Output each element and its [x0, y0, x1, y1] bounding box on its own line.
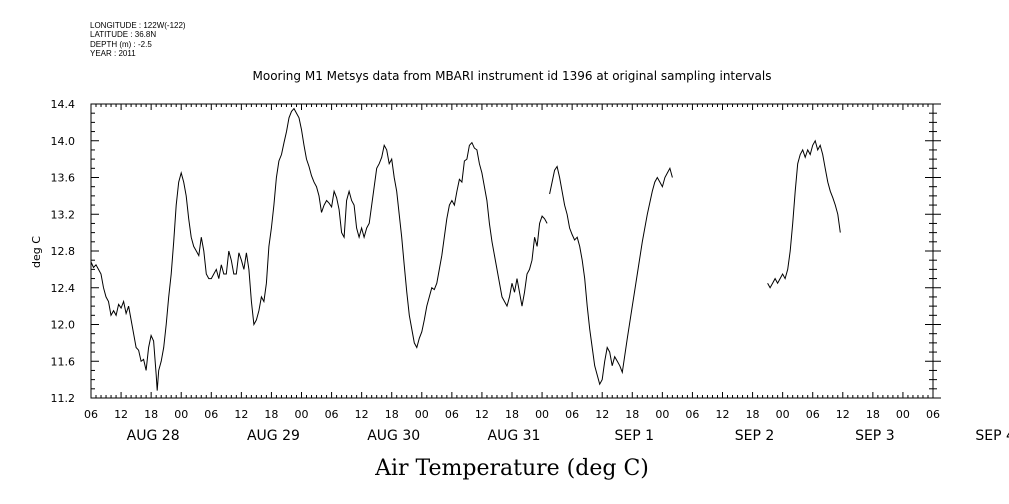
x-tick-label: 00: [896, 408, 910, 421]
x-tick-label: 06: [926, 408, 940, 421]
x-tick-label: 18: [505, 408, 519, 421]
x-day-label: AUG 29: [247, 428, 300, 444]
x-tick-label: 18: [144, 408, 158, 421]
x-tick-label: 12: [716, 408, 730, 421]
x-tick-label: 12: [475, 408, 489, 421]
x-day-label: SEP 4: [975, 428, 1009, 444]
longitude-text: LONGITUDE : 122W(-122): [90, 21, 186, 30]
chart-title: Mooring M1 Metsys data from MBARI instru…: [253, 69, 772, 83]
x-day-label: SEP 3: [855, 428, 895, 444]
y-tick-label: 11.2: [51, 392, 76, 405]
air-temperature-line: [767, 139, 841, 289]
x-tick-label: 06: [685, 408, 699, 421]
x-tick-label: 00: [655, 408, 669, 421]
x-tick-label: 00: [776, 408, 790, 421]
latitude-text: LATITUDE : 36.8N: [90, 30, 157, 40]
x-day-label: SEP 2: [735, 428, 775, 444]
x-tick-label: 12: [114, 408, 128, 421]
x-tick-label: 00: [174, 408, 188, 421]
x-tick-label: 12: [234, 408, 248, 421]
y-tick-label: 13.2: [51, 208, 76, 221]
y-tick-label: 12.8: [51, 245, 76, 258]
metadata-block: LONGITUDE : 122W(-122) LATITUDE : 36.8N …: [90, 21, 186, 59]
y-tick-label: 12.0: [51, 319, 76, 332]
x-tick-label: 18: [385, 408, 399, 421]
x-tick-label: 06: [84, 408, 98, 421]
x-day-label: AUG 30: [367, 428, 420, 444]
x-day-label: AUG 28: [127, 428, 180, 444]
x-day-label: AUG 31: [488, 428, 541, 444]
x-tick-label: 06: [445, 408, 459, 421]
x-tick-label: 18: [625, 408, 639, 421]
air-temperature-line: [549, 165, 673, 386]
year-text: YEAR : 2011: [90, 49, 136, 59]
y-tick-label: 14.4: [51, 98, 76, 111]
x-tick-label: 12: [355, 408, 369, 421]
axis-ticks: 06 12 18 00 06 12 18 00 06 12 18 00 06 12 18 00 06 12 18 00…: [51, 98, 1009, 444]
x-tick-label: 00: [295, 408, 309, 421]
x-tick-label: 12: [836, 408, 850, 421]
air-temperature-line: [90, 107, 548, 391]
x-tick-label: 06: [204, 408, 218, 421]
x-tick-label: 06: [806, 408, 820, 421]
y-axis-label: deg C: [30, 236, 43, 268]
x-tick-label: 00: [415, 408, 429, 421]
x-tick-label: 18: [264, 408, 278, 421]
x-tick-label: 18: [866, 408, 880, 421]
x-tick-label: 00: [535, 408, 549, 421]
y-tick-label: 11.6: [51, 355, 76, 368]
depth-text: DEPTH (m) : -2.5: [90, 39, 152, 49]
plot-frame: [90, 103, 934, 399]
y-tick-label: 12.4: [51, 282, 76, 295]
x-axis-label: Air Temperature (deg C): [374, 456, 649, 481]
x-tick-label: 12: [595, 408, 609, 421]
data-series: [90, 107, 841, 391]
y-tick-label: 14.0: [51, 135, 76, 148]
x-tick-label: 06: [565, 408, 579, 421]
y-tick-label: 13.6: [51, 172, 76, 185]
x-tick-label: 18: [746, 408, 760, 421]
x-tick-label: 06: [325, 408, 339, 421]
x-day-label: SEP 1: [615, 428, 655, 444]
